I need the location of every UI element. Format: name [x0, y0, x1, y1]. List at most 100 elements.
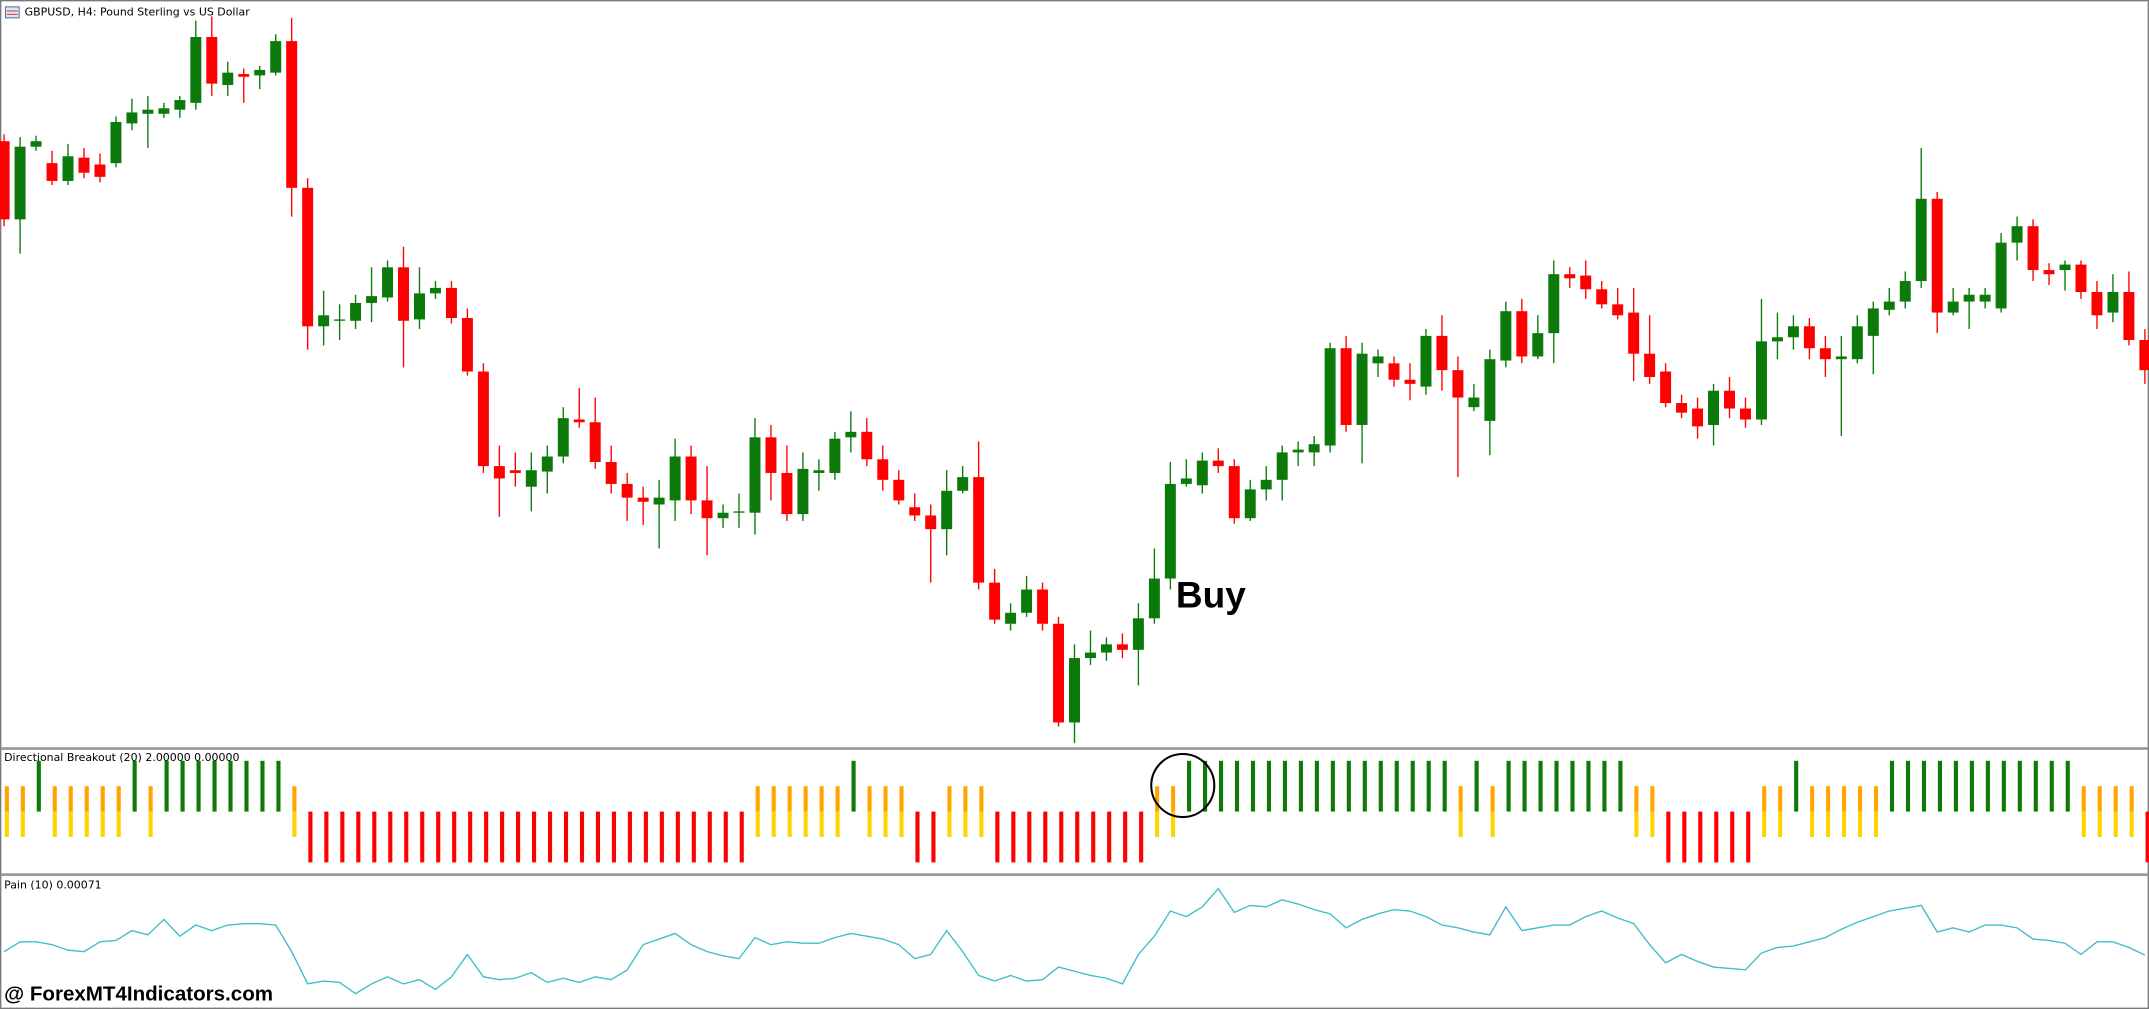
histogram-bar [1091, 811, 1096, 863]
histogram-bar [1969, 760, 1974, 812]
histogram-bar [1666, 811, 1671, 863]
histogram-bar [212, 760, 217, 812]
histogram-bar [2097, 811, 2102, 837]
histogram-bar [707, 811, 712, 863]
histogram-bar [803, 786, 808, 812]
candle-body [1276, 452, 1288, 480]
histogram-bar [819, 811, 824, 837]
candle-body [158, 108, 170, 114]
candle-body [1164, 483, 1176, 579]
candle-body [270, 41, 282, 73]
histogram-bar [1810, 811, 1815, 837]
candle-body [893, 479, 905, 501]
candle-body [14, 146, 26, 220]
histogram-bar [148, 786, 153, 812]
candle-body [765, 437, 777, 473]
candle-body [1947, 301, 1959, 313]
histogram-bar [1618, 760, 1623, 812]
histogram-bar [1346, 760, 1351, 812]
candle-body [1372, 356, 1384, 364]
candle-body [925, 515, 937, 530]
histogram-bar [260, 760, 265, 812]
histogram-bar [1985, 760, 1990, 812]
candle-body [318, 315, 330, 327]
candle-body [1644, 353, 1656, 378]
histogram-bar [2001, 760, 2006, 812]
histogram-bar [1187, 760, 1192, 812]
histogram-bar [516, 811, 521, 863]
histogram-bar [1698, 811, 1703, 863]
histogram-bar [1682, 811, 1687, 863]
candle-body [829, 438, 841, 473]
histogram-bar [36, 760, 41, 812]
candle-body [1180, 478, 1192, 484]
candle-body [126, 112, 138, 124]
histogram-bar [755, 786, 760, 812]
histogram-bar [500, 811, 505, 863]
histogram-bar [2049, 760, 2054, 812]
candle-body [957, 477, 969, 491]
candle-body [366, 296, 378, 303]
candle-body [1708, 390, 1720, 425]
candle-body [2091, 292, 2103, 316]
candle-body [621, 483, 633, 498]
candle-body [573, 419, 585, 423]
histogram-bar [116, 786, 121, 812]
histogram-bar [1842, 811, 1847, 837]
candle-body [1995, 242, 2007, 309]
histogram-bar [1043, 811, 1048, 863]
histogram-bar [931, 811, 936, 863]
histogram-bar [595, 811, 601, 863]
histogram-bar [132, 760, 137, 812]
histogram-bar [1602, 760, 1607, 812]
histogram-bar [883, 811, 888, 837]
histogram-bar [771, 811, 776, 837]
histogram-bar [1378, 760, 1383, 812]
watermark: @ ForexMT4Indicators.com [4, 983, 273, 1006]
histogram-bar [1155, 786, 1160, 812]
histogram-bar [819, 786, 824, 812]
histogram-bar [436, 811, 441, 863]
histogram-bar [180, 760, 185, 812]
histogram-bar [228, 760, 233, 812]
histogram-bar [1762, 786, 1767, 812]
histogram-bar [52, 811, 57, 837]
candle-body [637, 497, 649, 502]
panel-separator [0, 873, 2149, 877]
histogram-bar [68, 811, 73, 837]
candle-body [1867, 308, 1879, 336]
histogram-bar [579, 811, 585, 863]
candle-body [1436, 335, 1448, 371]
histogram-bar [1011, 811, 1016, 863]
candle-body [877, 459, 889, 480]
indicator-title: Directional Breakout (20) 2.00000 0.0000… [4, 751, 239, 764]
histogram-bar [1330, 760, 1335, 812]
histogram-bar [452, 811, 457, 863]
candle-body [46, 163, 58, 181]
histogram-bar [851, 760, 856, 812]
histogram-bar [2113, 786, 2118, 812]
histogram-bar [4, 786, 9, 812]
candle-body [813, 470, 825, 473]
chart-title: GBPUSD, H4: Pound Sterling vs US Dollar [25, 5, 251, 18]
candle-body [1196, 460, 1208, 486]
histogram-bar [276, 760, 281, 812]
histogram-bar [532, 811, 537, 863]
candle-body [1148, 578, 1160, 619]
histogram-bar [627, 811, 632, 863]
histogram-bar [2113, 811, 2118, 837]
candle-body [717, 512, 729, 519]
candle-body [222, 72, 234, 85]
histogram-bar [292, 811, 297, 837]
histogram-bar [755, 811, 760, 837]
candle-body [1628, 312, 1640, 354]
candle-body [1005, 612, 1017, 624]
candle-body [1740, 408, 1751, 420]
histogram-bar [1746, 811, 1751, 863]
histogram-bar [1458, 786, 1463, 812]
candle-body [1484, 359, 1496, 421]
candle-body [1260, 479, 1272, 490]
signal-circle [1150, 752, 1216, 819]
histogram-bar [2129, 811, 2134, 837]
